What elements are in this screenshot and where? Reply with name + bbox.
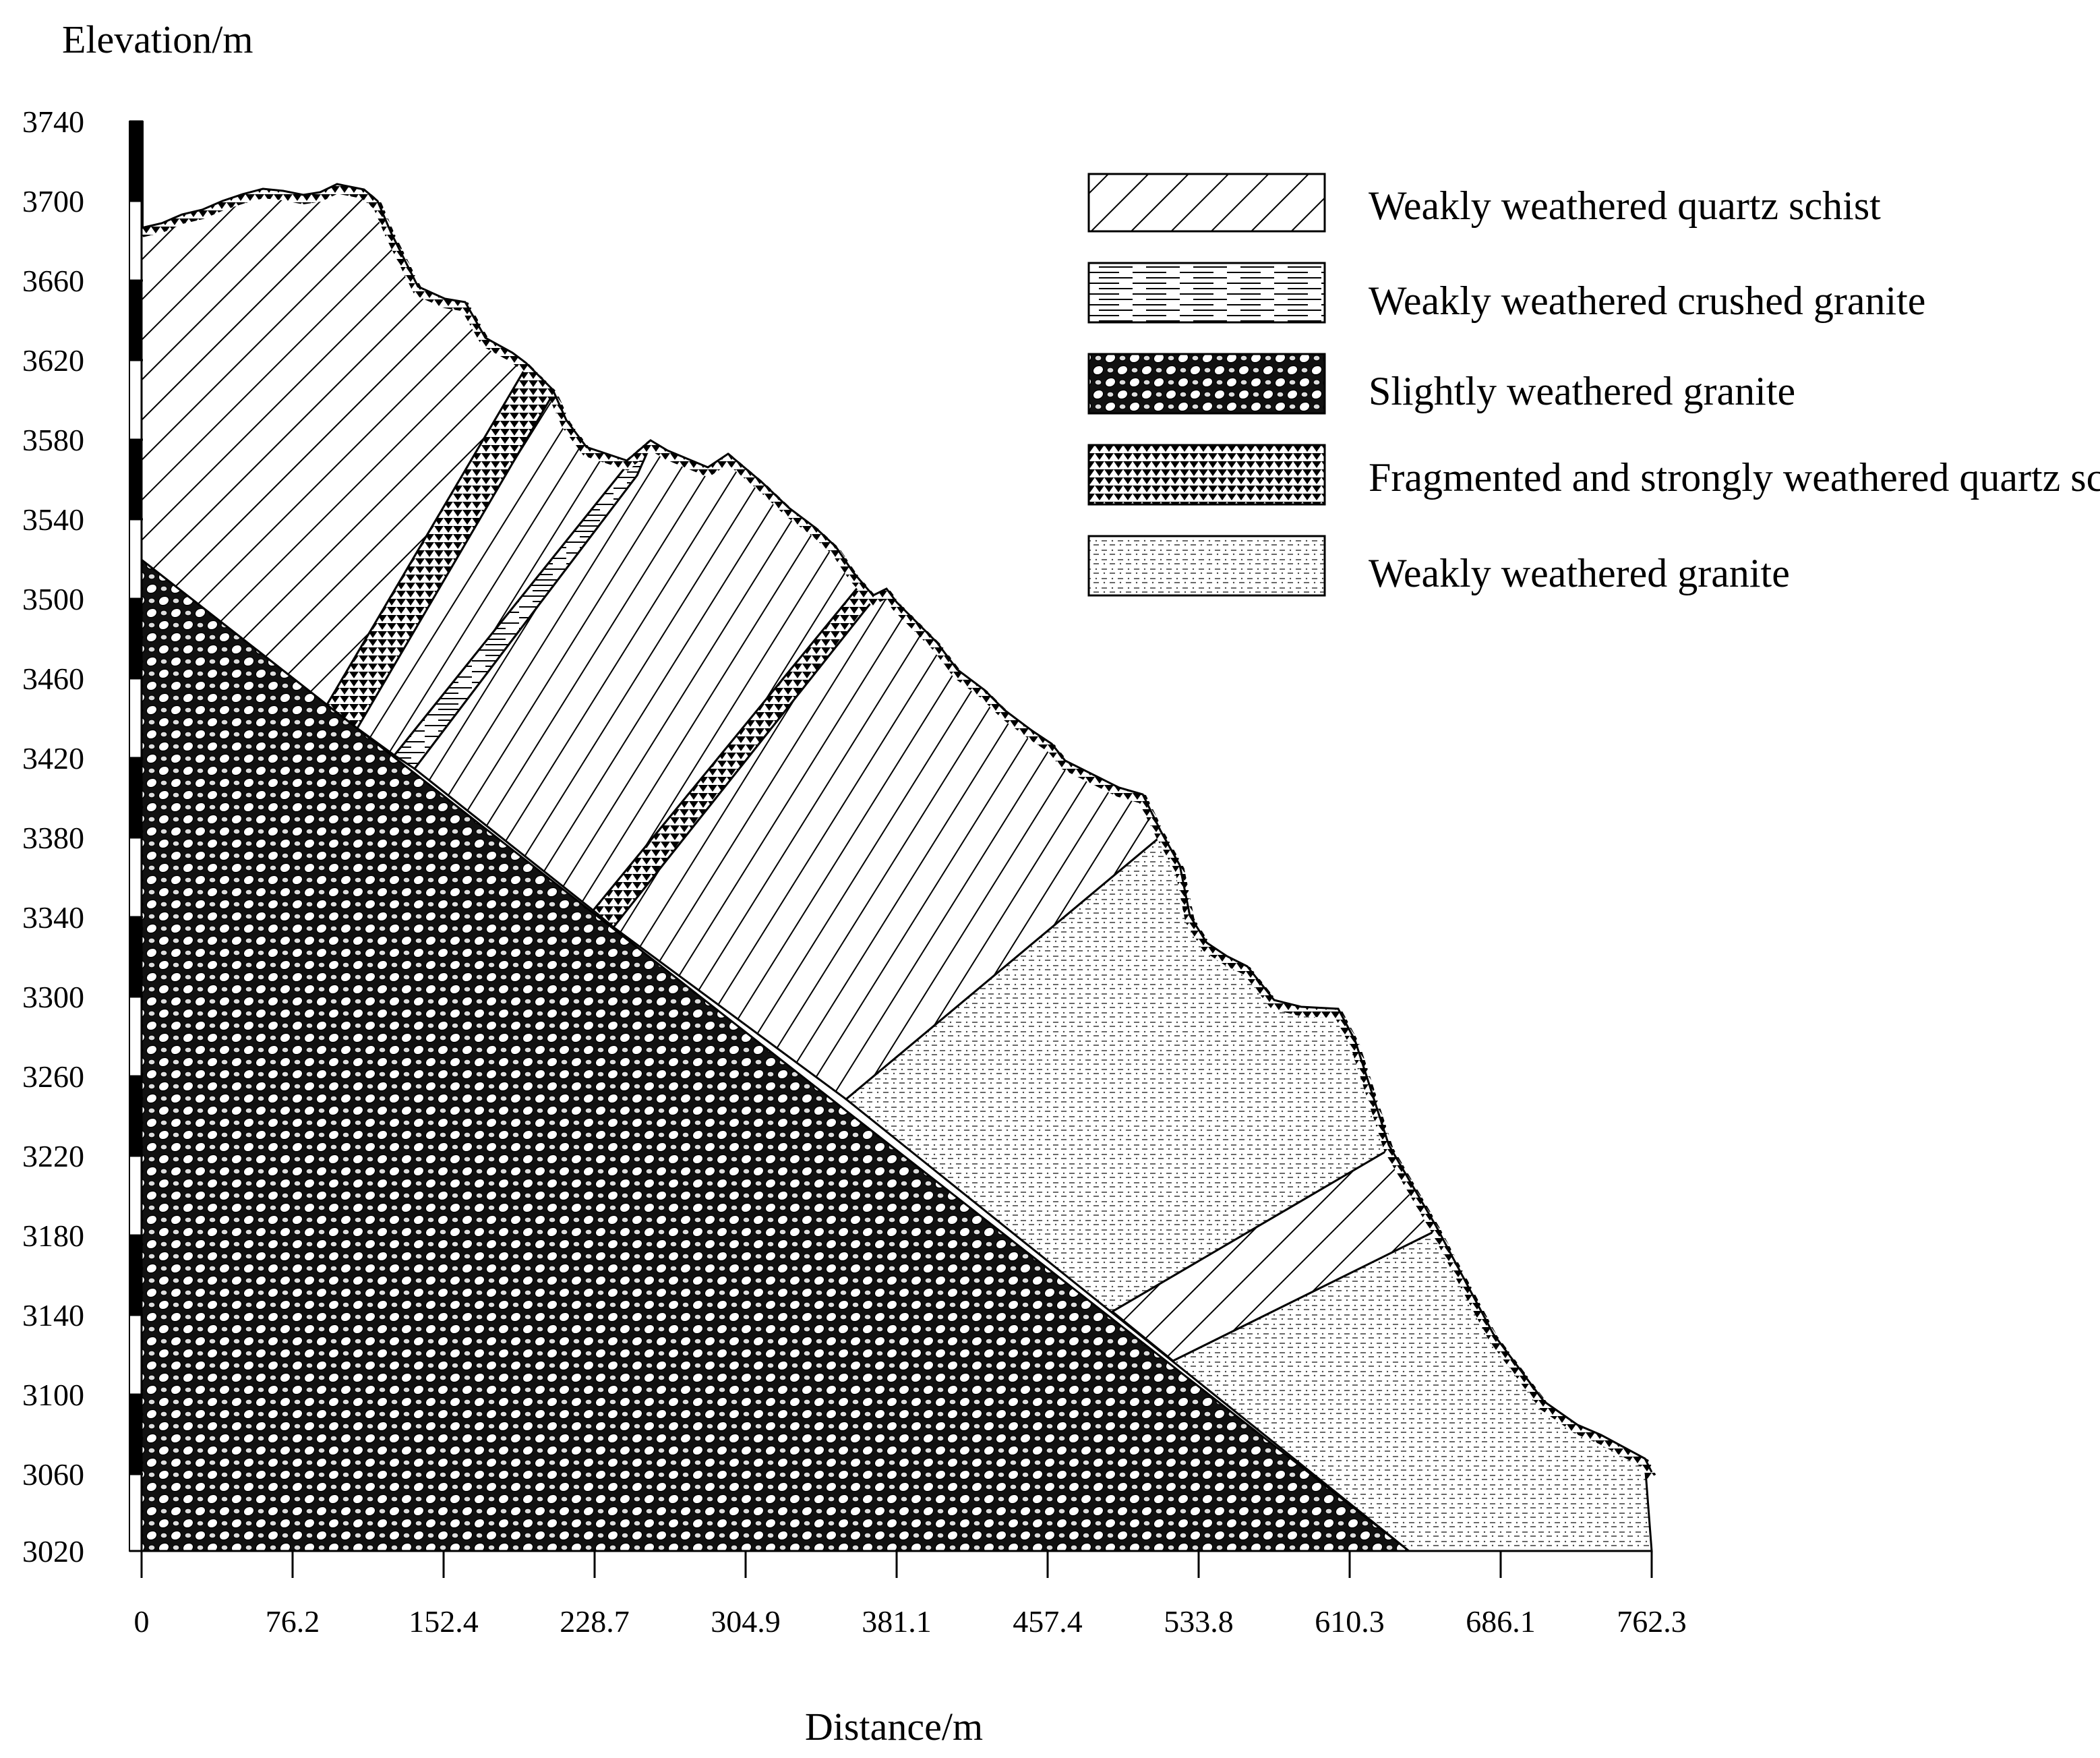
legend-item-quartz-schist: Weakly weathered quartz schist	[1087, 173, 1881, 233]
y-tick-label: 3700	[22, 184, 84, 218]
x-tick-label: 381.1	[862, 1604, 932, 1639]
legend-label: Weakly weathered quartz schist	[1369, 183, 1881, 228]
x-tick-label: 0	[134, 1604, 150, 1639]
legend-item-weakly-weathered-granite: Weakly weathered granite	[1087, 535, 1790, 597]
y-tick-label: 3500	[22, 582, 84, 616]
legend-swatch-triangle-dots	[1087, 444, 1326, 506]
legend-swatch-fine-dashes	[1087, 535, 1326, 597]
x-tick-label: 457.4	[1013, 1604, 1083, 1639]
y-tick-label: 3420	[22, 741, 84, 775]
legend-swatch-pebble-circles	[1087, 353, 1326, 415]
surface-weathered-layer	[140, 183, 1656, 1479]
x-axis-title: Distance/m	[805, 1705, 983, 1749]
y-axis-title: Elevation/m	[62, 18, 253, 61]
y-tick-label: 3300	[22, 980, 84, 1014]
y-tick-label: 3580	[22, 423, 84, 457]
x-tick-label: 610.3	[1315, 1604, 1385, 1639]
x-tick-marks	[140, 1551, 1653, 1578]
y-tick-label: 3740	[22, 105, 84, 139]
legend-swatch-diagonal-hatch	[1087, 173, 1326, 233]
legend: Weakly weathered quartz schist Weakly we…	[1087, 173, 2100, 597]
y-tick-label: 3100	[22, 1378, 84, 1412]
y-tick-labels: 3740 3700 3660 3620 3580 3540 3500 3460 …	[22, 105, 84, 1569]
y-tick-label: 3380	[22, 821, 84, 855]
y-tick-label: 3180	[22, 1219, 84, 1253]
y-tick-label: 3060	[22, 1457, 84, 1492]
y-tick-label: 3140	[22, 1298, 84, 1332]
legend-item-slightly-weathered-granite: Slightly weathered granite	[1087, 353, 1795, 415]
x-tick-label: 762.3	[1617, 1604, 1687, 1639]
x-tick-label: 228.7	[560, 1604, 630, 1639]
x-tick-label: 533.8	[1164, 1604, 1234, 1639]
legend-label: Slightly weathered granite	[1369, 369, 1795, 413]
x-tick-label: 76.2	[266, 1604, 320, 1639]
x-tick-label: 686.1	[1466, 1604, 1536, 1639]
elevation-scale-bar	[129, 121, 144, 1552]
y-tick-label: 3540	[22, 502, 84, 537]
y-tick-label: 3020	[22, 1534, 84, 1569]
x-tick-labels: 0 76.2 152.4 228.7 304.9 381.1 457.4 533…	[134, 1604, 1687, 1639]
legend-label: Weakly weathered crushed granite	[1369, 279, 1925, 323]
y-tick-label: 3660	[22, 264, 84, 298]
y-tick-label: 3460	[22, 662, 84, 696]
legend-label: Weakly weathered granite	[1369, 551, 1790, 595]
y-tick-label: 3220	[22, 1139, 84, 1173]
legend-swatch-horizontal-lines	[1087, 262, 1326, 324]
x-tick-label: 152.4	[409, 1604, 479, 1639]
x-tick-label: 304.9	[711, 1604, 781, 1639]
legend-item-crushed-granite: Weakly weathered crushed granite	[1087, 262, 1925, 324]
y-tick-label: 3620	[22, 343, 84, 378]
legend-label: Fragmented and strongly weathered quartz…	[1369, 455, 2100, 500]
y-tick-label: 3260	[22, 1059, 84, 1094]
y-tick-label: 3340	[22, 900, 84, 935]
legend-item-fragmented-schist: Fragmented and strongly weathered quartz…	[1087, 444, 2100, 506]
